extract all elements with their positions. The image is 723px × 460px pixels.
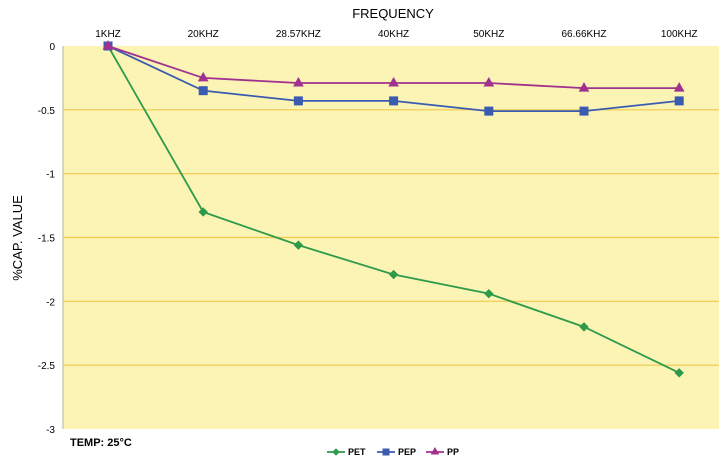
x-tick-label: 20KHZ	[188, 29, 219, 40]
y-tick-labels: 0 -0.5 -1 -1.5 -2 -2.5 -3	[38, 42, 56, 436]
data-point	[332, 448, 340, 456]
data-point	[673, 82, 685, 92]
x-tick-label: 40KHZ	[378, 29, 409, 40]
data-point	[293, 240, 304, 250]
x-tick-labels: 1KHZ 20KHZ 28.57KHZ 40KHZ 50KHZ 66.66KHZ 100KH…	[95, 29, 697, 40]
x-tick-label: 50KHZ	[473, 29, 504, 40]
y-tick-label: 0	[49, 42, 55, 53]
x-tick-label: 100KHZ	[661, 29, 698, 40]
data-point	[483, 77, 495, 87]
data-point	[293, 96, 303, 106]
x-tick-label: 66.66KHZ	[561, 29, 606, 40]
y-tick-label: -2	[46, 297, 55, 308]
x-tick-label: 28.57KHZ	[276, 29, 321, 40]
y-axis-title: %CAP. VALUE	[10, 195, 25, 281]
legend-item-pet: PET	[327, 447, 366, 457]
data-point	[388, 77, 399, 87]
data-point	[579, 322, 589, 332]
data-point	[674, 368, 684, 378]
temperature-note: TEMP: 25°C	[70, 437, 132, 449]
data-point	[198, 207, 208, 217]
data-point	[102, 39, 114, 50]
series-pp	[102, 39, 685, 92]
data-point	[674, 96, 684, 106]
data-point	[388, 269, 399, 280]
series-pep	[103, 41, 684, 116]
data-point	[430, 447, 440, 455]
legend-label: PP	[447, 447, 459, 457]
data-point	[579, 106, 589, 116]
legend: PET PEP PP	[327, 447, 459, 457]
legend-item-pp: PP	[426, 447, 459, 457]
legend-item-pep: PEP	[377, 447, 416, 457]
legend-label: PET	[348, 447, 366, 457]
data-point	[578, 82, 590, 92]
y-tick-label: -1	[46, 170, 55, 181]
data-point	[197, 71, 209, 82]
y-tick-label: -1.5	[38, 234, 56, 245]
y-tick-label: -0.5	[38, 106, 56, 117]
y-tick-label: -2.5	[38, 361, 56, 372]
legend-label: PEP	[398, 447, 416, 457]
data-point	[198, 86, 208, 96]
x-tick-label: 1KHZ	[95, 29, 121, 40]
data-point	[382, 448, 390, 456]
data-point	[389, 96, 399, 106]
y-tick-label: -3	[46, 425, 55, 436]
x-axis-title: FREQUENCY	[352, 6, 434, 21]
series-layer	[102, 39, 685, 378]
data-point	[484, 288, 494, 299]
data-point	[484, 106, 494, 116]
gridlines	[62, 46, 719, 429]
data-point	[293, 77, 304, 87]
